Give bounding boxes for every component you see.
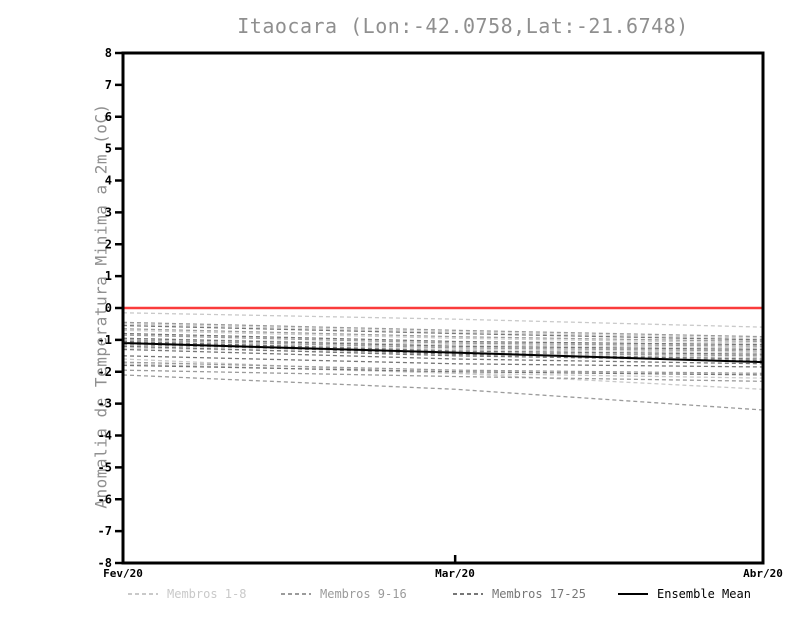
ensemble-member-line	[122, 337, 764, 351]
x-tick-label-fev20: Fev/20	[103, 567, 143, 580]
ensemble-member-line	[122, 364, 764, 376]
ensemble-member-line	[122, 361, 764, 374]
ensemble-member-line	[122, 345, 764, 362]
ensemble-member-line	[122, 334, 764, 347]
legend-dashed-line-sample	[281, 593, 311, 595]
ensemble-member-line	[122, 339, 764, 352]
legend-item-ensemble-mean: Ensemble Mean	[618, 586, 751, 602]
ensemble-member-line	[122, 328, 764, 343]
legend-label: Ensemble Mean	[657, 587, 751, 601]
legend-item-membros-17-25: Membros 17-25	[453, 586, 586, 602]
y-tick-label: -6	[98, 492, 112, 506]
y-tick-label: -3	[98, 397, 112, 411]
ensemble-member-line	[122, 369, 764, 382]
ensemble-member-line	[122, 337, 764, 349]
y-tick-label: -5	[98, 460, 112, 474]
legend-dashed-line-sample	[128, 593, 158, 595]
legend-solid-line-sample	[618, 593, 648, 595]
legend-label: Membros 1-8	[167, 587, 247, 601]
y-tick-label: 0	[105, 301, 112, 315]
legend: Membros 1-8 Membros 9-16 Membros 17-25 E…	[0, 586, 800, 606]
y-tick-label: 2	[105, 237, 112, 251]
y-tick-label: -8	[98, 556, 112, 570]
ensemble-member-line	[122, 312, 764, 328]
y-tick-label: 1	[105, 269, 112, 283]
y-tick-label: 4	[105, 174, 112, 188]
ensemble-member-line	[122, 340, 764, 355]
y-tick-label: 6	[105, 110, 112, 124]
legend-item-membros-9-16: Membros 9-16	[281, 586, 407, 602]
ensemble-member-line	[122, 329, 764, 344]
ensemble-member-line	[122, 321, 764, 338]
x-tick-label-abr20: Abr/20	[743, 567, 783, 580]
ensemble-member-line	[122, 324, 764, 341]
legend-label: Membros 17-25	[492, 587, 586, 601]
legend-label: Membros 9-16	[320, 587, 407, 601]
ensemble-member-line	[122, 374, 764, 411]
ensemble-member-line	[122, 342, 764, 360]
y-tick-label: 5	[105, 142, 112, 156]
y-tick-label: -2	[98, 365, 112, 379]
x-tick-label-mar20: Mar/20	[435, 567, 475, 580]
ensemble-member-line	[122, 332, 764, 346]
ensemble-member-line	[122, 363, 764, 379]
legend-item-membros-1-8: Membros 1-8	[128, 586, 246, 602]
ensemble-member-line	[122, 340, 764, 354]
ensemble-member-line	[122, 358, 764, 390]
y-tick-label: 7	[105, 78, 112, 92]
ensemble-member-line	[122, 348, 764, 365]
y-tick-label: -4	[98, 429, 112, 443]
ensemble-member-line	[122, 355, 764, 368]
y-tick-label: -7	[98, 524, 112, 538]
y-tick-label: 8	[105, 46, 112, 60]
y-tick-label: 3	[105, 205, 112, 219]
y-tick-label: -1	[98, 333, 112, 347]
ensemble-member-line	[122, 323, 764, 339]
legend-dashed-line-sample	[453, 593, 483, 595]
ensemble-mean-line	[122, 342, 764, 364]
chart-title: Itaocara (Lon:-42.0758,Lat:-21.6748)	[237, 14, 689, 38]
